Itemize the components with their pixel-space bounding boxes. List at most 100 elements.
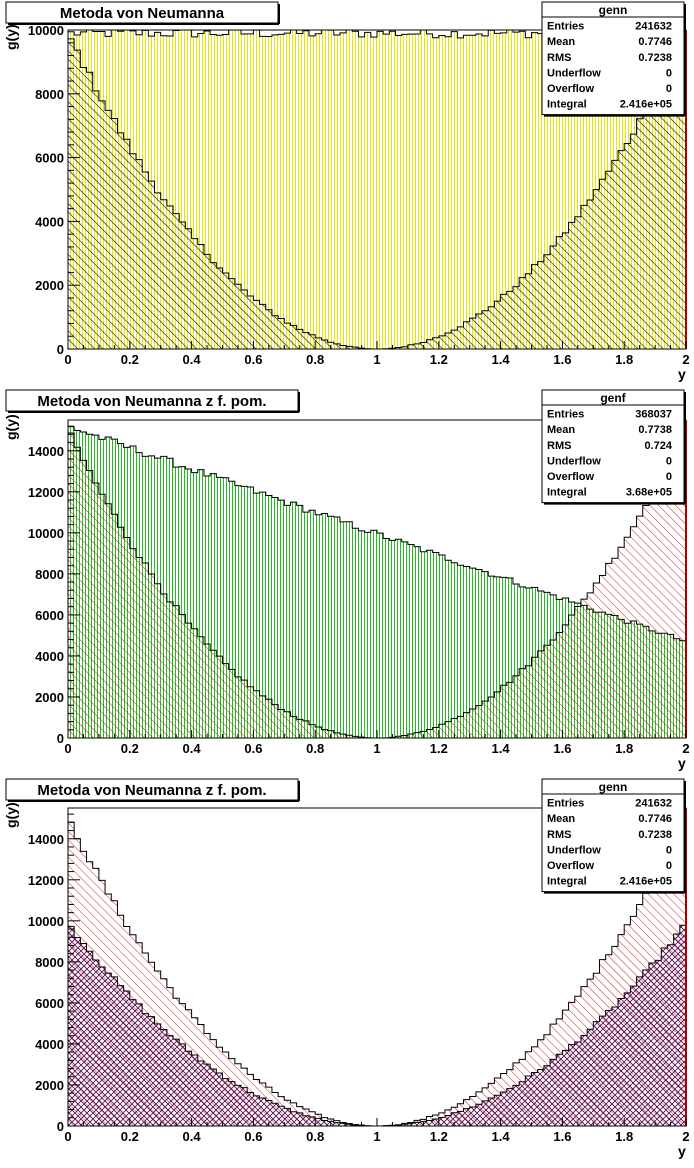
bar — [241, 680, 248, 738]
bar — [519, 586, 526, 738]
bar — [203, 254, 211, 349]
bar — [587, 199, 594, 349]
bar — [383, 538, 390, 738]
bar — [506, 682, 514, 738]
bar — [395, 347, 402, 349]
bar — [568, 222, 575, 349]
stats-value: 0.7738 — [638, 424, 672, 436]
bar — [444, 560, 452, 738]
bar — [531, 657, 538, 738]
bar — [210, 262, 217, 349]
y-tick-label: 8000 — [35, 955, 64, 970]
bar — [611, 1007, 619, 1126]
bar — [463, 1108, 470, 1126]
bar — [407, 34, 415, 349]
bar — [259, 304, 266, 349]
stats-label: RMS — [547, 829, 571, 841]
bar — [179, 614, 186, 738]
bar — [519, 1081, 526, 1126]
y-tick-label: 0 — [57, 1119, 64, 1134]
x-tick-label: 0.4 — [183, 352, 202, 367]
bar — [290, 716, 297, 738]
bar — [160, 1029, 168, 1126]
bar — [74, 937, 81, 1126]
x-tick-label: 2 — [682, 352, 689, 367]
y-axis-title: g(y) — [3, 414, 19, 440]
bar — [401, 1124, 409, 1126]
bar — [98, 494, 106, 738]
stats-label: Overflow — [547, 860, 595, 872]
series-2-bars — [68, 38, 687, 350]
stats-name: genf — [600, 391, 626, 405]
bar — [482, 35, 489, 349]
x-tick-label: 0 — [64, 352, 71, 367]
bar — [679, 925, 687, 1126]
bar — [284, 323, 291, 349]
stats-label: Entries — [547, 409, 584, 421]
x-tick-label: 1 — [373, 741, 380, 756]
bar — [444, 1115, 452, 1126]
bar — [302, 30, 310, 349]
bar — [216, 477, 223, 738]
bar — [160, 35, 168, 350]
bar — [179, 466, 186, 738]
bar — [624, 143, 631, 349]
bar — [642, 969, 650, 1126]
bar — [339, 521, 347, 738]
bar — [414, 33, 421, 349]
bar — [352, 31, 359, 350]
bar — [420, 551, 427, 738]
bar — [482, 701, 489, 738]
bar — [309, 510, 316, 738]
bar — [117, 132, 124, 349]
bar — [469, 708, 477, 738]
bar — [543, 254, 551, 349]
bar — [655, 87, 662, 349]
bar — [414, 343, 421, 349]
chart-title-box: Metoda von Neumanna z f. pom. — [5, 389, 300, 413]
bar — [482, 571, 489, 738]
bar — [166, 35, 174, 349]
bar — [203, 30, 211, 349]
bar — [488, 696, 495, 738]
bar — [364, 32, 372, 350]
bar — [463, 712, 470, 738]
y-tick-label: 10000 — [28, 914, 64, 929]
x-tick-label: 1.6 — [553, 1129, 571, 1144]
bar — [630, 986, 637, 1126]
bar — [494, 691, 501, 738]
bar — [438, 335, 446, 349]
x-tick-label: 0.2 — [121, 352, 139, 367]
bar — [383, 34, 390, 350]
bar — [309, 334, 316, 349]
y-tick-label: 10000 — [28, 23, 64, 38]
bar — [185, 30, 192, 349]
bar — [642, 113, 650, 349]
bar — [531, 1072, 538, 1126]
bar — [605, 1010, 613, 1126]
bar — [494, 1095, 501, 1126]
chart-title: Metoda von Neumanna z f. pom. — [37, 393, 266, 410]
bar — [173, 213, 180, 349]
bar — [80, 943, 87, 1126]
bar — [92, 960, 100, 1126]
bar — [92, 90, 100, 349]
bar — [173, 467, 180, 738]
stats-box: genn Entries 241632 Mean 0.7746 RMS 0.7238 Unde… — [541, 778, 686, 894]
bar — [203, 644, 211, 738]
bar — [574, 606, 582, 738]
bar — [377, 533, 384, 738]
x-tick-label: 0.4 — [183, 1129, 202, 1144]
bar — [636, 976, 643, 1126]
bar — [562, 624, 569, 738]
bar — [346, 521, 353, 738]
bar — [117, 527, 124, 738]
bar — [191, 36, 198, 349]
stats-label: Underflow — [547, 844, 601, 856]
bar — [173, 1039, 180, 1126]
bar — [302, 332, 310, 349]
bar — [321, 340, 328, 349]
bar — [321, 513, 328, 738]
bar — [278, 34, 285, 350]
bar — [618, 998, 625, 1126]
